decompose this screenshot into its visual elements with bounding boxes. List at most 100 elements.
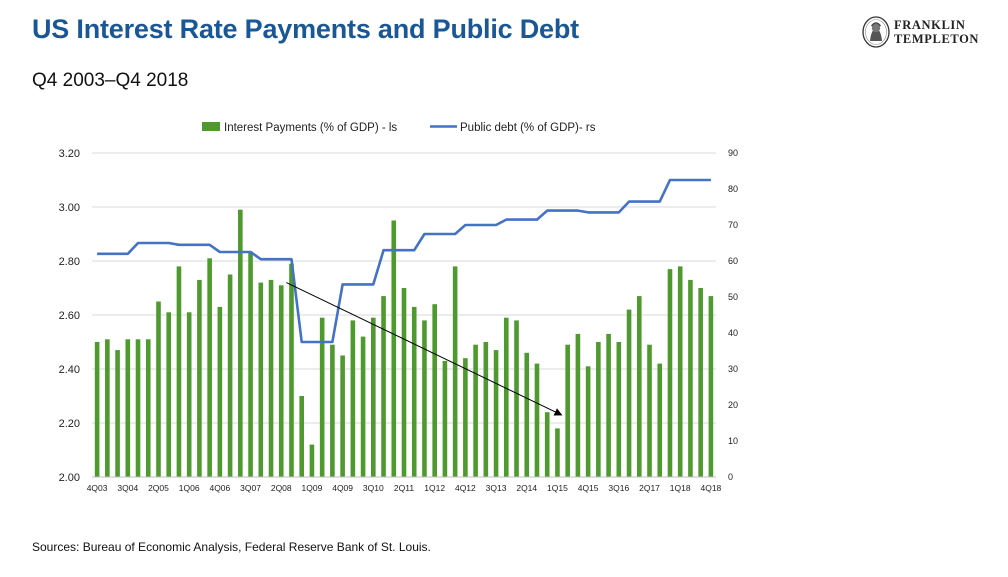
interest-payment-bar (350, 320, 356, 477)
x-axis-tick-label: 4Q18 (700, 483, 721, 493)
x-axis-tick-label: 3Q07 (240, 483, 261, 493)
interest-payment-bar (503, 317, 509, 477)
portrait-icon (862, 16, 890, 48)
interest-payment-bar (534, 363, 540, 477)
interest-payment-bar (493, 350, 499, 477)
right-axis-tick-label: 70 (728, 220, 738, 230)
interest-payment-bar (289, 263, 294, 477)
x-axis-tick-label: 4Q06 (209, 483, 230, 493)
x-axis-tick-label: 4Q03 (87, 483, 108, 493)
interest-payment-bar (452, 266, 458, 477)
interest-payment-bar (422, 320, 427, 477)
interest-payment-bar (708, 296, 714, 477)
legend: Interest Payments (% of GDP) - ls Public… (202, 122, 596, 134)
x-axis-tick-label: 3Q10 (363, 483, 384, 493)
interest-payment-bar (381, 296, 386, 477)
interest-payment-bar (463, 358, 468, 477)
interest-payment-bar (197, 279, 202, 477)
interest-payment-bar (340, 355, 345, 477)
interest-payment-bar (483, 342, 489, 477)
interest-payment-bar (657, 363, 663, 477)
x-axis-tick-label: 1Q06 (179, 483, 200, 493)
interest-payment-bar (677, 266, 683, 477)
right-axis-tick-label: 0 (728, 472, 733, 482)
interest-payment-bar (698, 288, 703, 477)
interest-payment-bar (258, 282, 264, 477)
interest-payment-bar (319, 317, 325, 477)
trend-annotation (286, 282, 563, 416)
right-axis-tick-label: 30 (728, 364, 738, 374)
interest-payment-bar (688, 279, 693, 477)
x-axis-tick-label: 3Q04 (117, 483, 138, 493)
interest-payment-bar (217, 306, 223, 477)
x-axis-tick-label: 1Q12 (424, 483, 445, 493)
left-axis-tick-label: 2.80 (59, 256, 80, 268)
interest-payment-bar (105, 339, 110, 477)
bar-series (94, 209, 714, 477)
x-axis-tick-label: 2Q14 (516, 483, 537, 493)
x-axis-tick-label: 4Q12 (455, 483, 476, 493)
interest-payment-bar (115, 350, 120, 477)
interest-payment-bar (145, 339, 151, 477)
x-axis-tick-label: 4Q15 (578, 483, 599, 493)
x-axis-tick-label: 4Q09 (332, 483, 353, 493)
interest-payment-bar (135, 339, 141, 477)
legend-bar-swatch (202, 122, 220, 131)
interest-payment-bar (544, 412, 550, 477)
interest-payment-bar (125, 339, 131, 477)
x-axis-tick-label: 1Q09 (302, 483, 323, 493)
right-axis-tick-label: 20 (728, 400, 738, 410)
interest-payment-bar (514, 320, 519, 477)
interest-payment-bar (411, 306, 417, 477)
left-axis-tick-label: 2.60 (59, 310, 80, 322)
interest-payment-bar (636, 296, 642, 477)
x-axis-tick-label: 2Q05 (148, 483, 169, 493)
interest-payment-bar (309, 444, 315, 477)
interest-payment-bar (278, 285, 284, 477)
left-axis-tick-label: 3.00 (59, 202, 80, 214)
x-axis-tick-label: 3Q13 (486, 483, 507, 493)
interest-payment-bar (585, 366, 591, 477)
franklin-templeton-logo: FRANKLIN TEMPLETON (860, 16, 1000, 50)
interest-payment-bar (667, 269, 673, 477)
interest-payment-bar (238, 209, 243, 477)
interest-payment-bar (371, 317, 376, 477)
right-axis-tick-label: 90 (728, 148, 738, 158)
left-axis-tick-label: 2.20 (59, 418, 80, 430)
right-axis-tick-label: 80 (728, 184, 738, 194)
right-axis-tick-label: 60 (728, 256, 738, 266)
x-axis-tick-label: 2Q17 (639, 483, 660, 493)
interest-payment-bar (575, 333, 581, 477)
left-axis-tick-label: 3.20 (59, 148, 80, 160)
x-axis-tick-label: 3Q16 (608, 483, 629, 493)
interest-payment-bar (626, 309, 632, 477)
public-debt-line (97, 178, 711, 344)
right-axis-tick-label: 40 (728, 328, 738, 338)
interest-payment-bar (565, 344, 570, 477)
legend-bar-label: Interest Payments (% of GDP) - ls (224, 122, 397, 134)
interest-payment-bar (248, 252, 253, 477)
line-series (97, 178, 711, 344)
page-subtitle: Q4 2003–Q4 2018 (32, 70, 189, 91)
interest-payment-bar (330, 344, 335, 477)
interest-payment-bar (166, 312, 172, 477)
interest-payment-bar (473, 344, 478, 477)
right-axis-tick-label: 10 (728, 436, 738, 446)
source-note: Sources: Bureau of Economic Analysis, Fe… (32, 540, 431, 554)
axes: 2.00 2.20 2.40 2.60 2.80 3.00 3.20 0 10 20 30 40 50 6… (59, 148, 738, 493)
interest-payment-bar (401, 288, 407, 477)
interest-payment-bar (268, 279, 274, 477)
x-axis-tick-label: 1Q15 (547, 483, 568, 493)
interest-payment-bar (596, 342, 601, 477)
legend-line-label: Public debt (% of GDP)- rs (460, 122, 596, 134)
interest-payment-bar (647, 344, 652, 477)
interest-payment-bar (606, 333, 611, 477)
interest-payment-bar (360, 336, 366, 477)
logo-line-2: TEMPLETON (894, 32, 980, 46)
interest-payment-bar (432, 304, 437, 477)
interest-payment-bar (616, 342, 622, 477)
interest-payment-bar (227, 274, 233, 477)
page-title: US Interest Rate Payments and Public Deb… (32, 14, 579, 44)
interest-payment-bar (442, 360, 448, 477)
